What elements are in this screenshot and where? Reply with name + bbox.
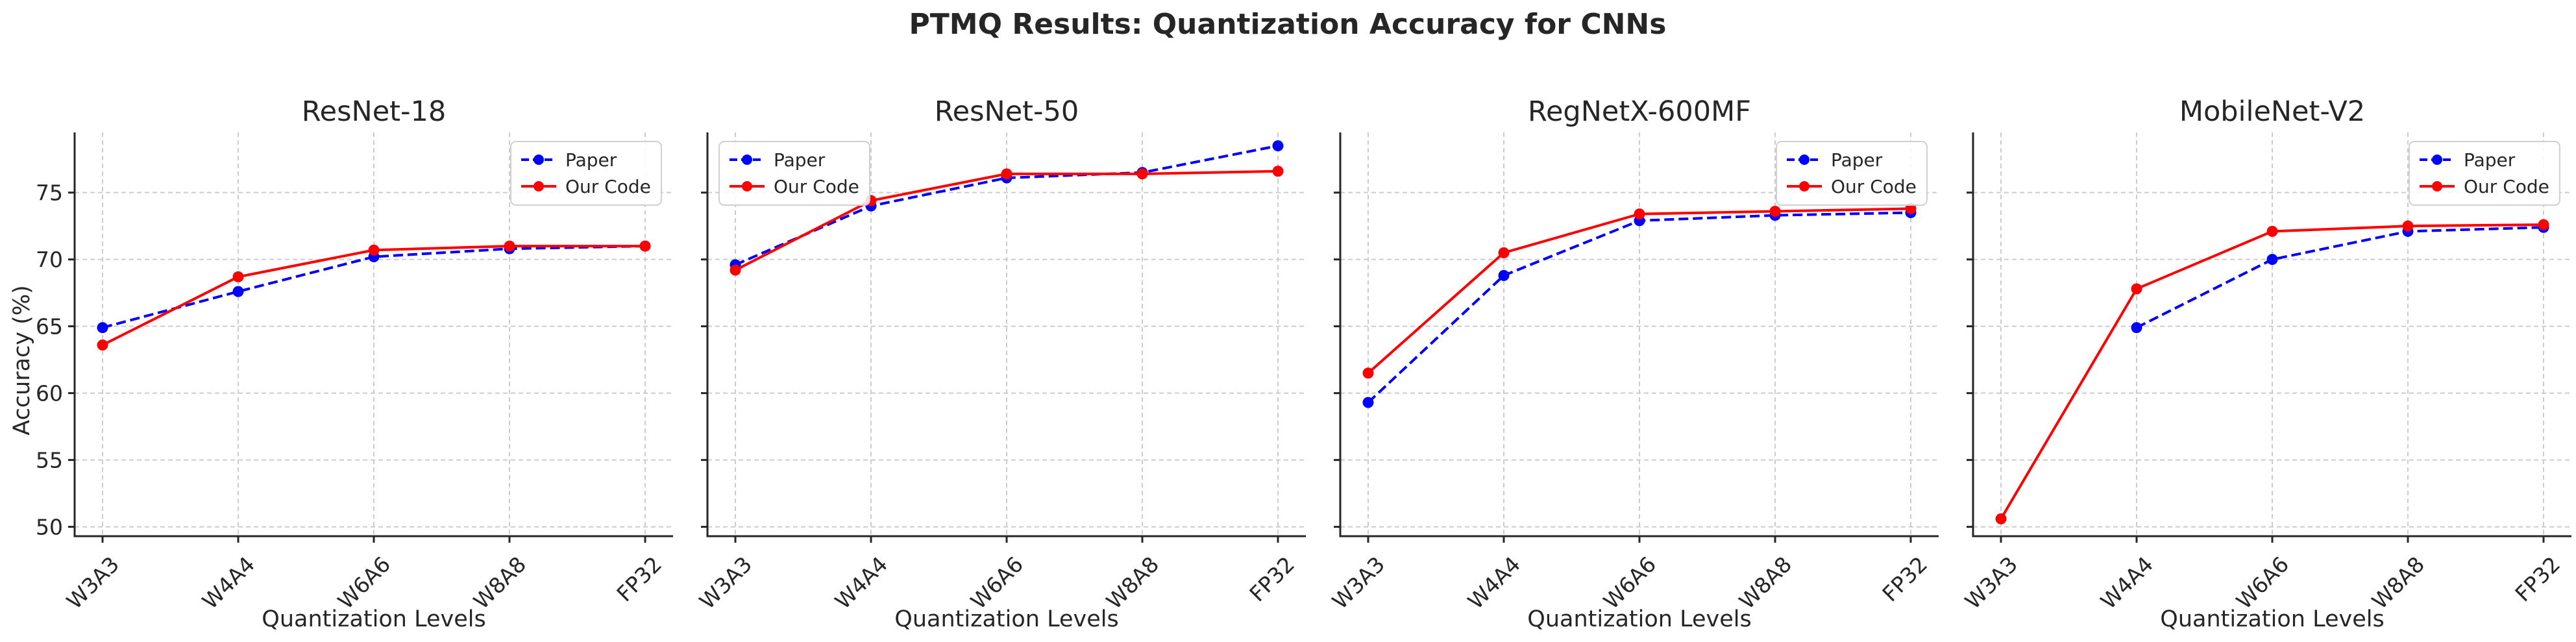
y-tick-label: 55 (36, 448, 63, 473)
y-tick-label: 75 (36, 180, 63, 206)
data-point (2266, 254, 2278, 265)
series-our-code (1362, 203, 1917, 379)
y-tick-label: 70 (36, 247, 63, 273)
chart-title: MobileNet-V2 (2179, 95, 2365, 128)
data-point (1362, 397, 1374, 408)
legend-swatch-marker (742, 181, 752, 191)
legend-label: Our Code (2464, 176, 2549, 197)
data-point (1498, 269, 1510, 281)
chart-panel-3: W3A3 W4A4 W6A6 W8A8 FP32RegNetX-600MFQuantiz… (1327, 95, 1939, 632)
legend-label: Our Code (1831, 176, 1917, 197)
series-line (2136, 226, 2544, 329)
data-point (232, 286, 244, 297)
chart-title: ResNet-18 (302, 95, 447, 128)
y-tick-label: 65 (36, 314, 63, 340)
legend-swatch-marker (742, 154, 752, 165)
legend-label: Paper (1831, 149, 1883, 171)
data-point (2131, 283, 2142, 295)
data-point (1905, 203, 1917, 214)
data-point (1272, 166, 1284, 177)
data-point (1995, 513, 2007, 525)
data-point (2402, 220, 2414, 232)
legend: Paper Our Code (510, 141, 662, 206)
data-point (1769, 206, 1781, 217)
data-point (1001, 168, 1012, 180)
data-point (639, 240, 651, 252)
figure-title: PTMQ Results: Quantization Accuracy for … (909, 8, 1667, 41)
legend: Paper Our Code (2409, 141, 2560, 206)
legend-frame (718, 141, 870, 206)
x-axis-label: Quantization Levels (262, 606, 485, 632)
legend-frame (1776, 141, 1928, 206)
x-axis-label: Quantization Levels (2160, 606, 2384, 632)
chart-title: RegNetX-600MF (1528, 95, 1751, 128)
legend-label: Our Code (774, 176, 859, 197)
data-point (2538, 219, 2549, 230)
data-point (504, 240, 515, 252)
series-our-code (97, 240, 651, 351)
y-axis-label: Accuracy (%) (9, 285, 35, 435)
data-point (730, 264, 741, 276)
data-point (232, 271, 244, 282)
data-point (2131, 322, 2142, 334)
legend-swatch-marker (1799, 154, 1809, 165)
series-our-code (1995, 219, 2549, 525)
legend-swatch-marker (534, 154, 544, 165)
series-our-code (730, 166, 1284, 276)
data-point (1272, 140, 1284, 152)
data-point (2266, 225, 2278, 237)
legend-label: Paper (774, 149, 826, 171)
legend-frame (2409, 141, 2560, 206)
legend: Paper Our Code (718, 141, 870, 206)
x-axis-label: Quantization Levels (894, 606, 1118, 632)
x-axis-label: Quantization Levels (1527, 606, 1751, 632)
data-point (1634, 208, 1645, 220)
legend-swatch-marker (2432, 154, 2442, 165)
data-point (1136, 168, 1148, 180)
legend-frame (510, 141, 662, 206)
data-point (1362, 367, 1374, 379)
data-point (1498, 247, 1510, 258)
series-paper (97, 240, 651, 334)
legend-label: Paper (565, 149, 617, 171)
data-point (368, 244, 380, 256)
data-point (97, 322, 108, 334)
legend-swatch-marker (1799, 181, 1809, 191)
y-tick-label: 60 (36, 381, 63, 406)
data-point (97, 339, 108, 351)
legend-label: Paper (2464, 149, 2516, 171)
chart-title: ResNet-50 (935, 95, 1079, 128)
legend-swatch-marker (534, 181, 544, 191)
legend-label: Our Code (565, 176, 651, 197)
legend-swatch-marker (2432, 181, 2442, 191)
y-tick-label: 50 (36, 515, 63, 540)
legend: Paper Our Code (1776, 141, 1928, 206)
